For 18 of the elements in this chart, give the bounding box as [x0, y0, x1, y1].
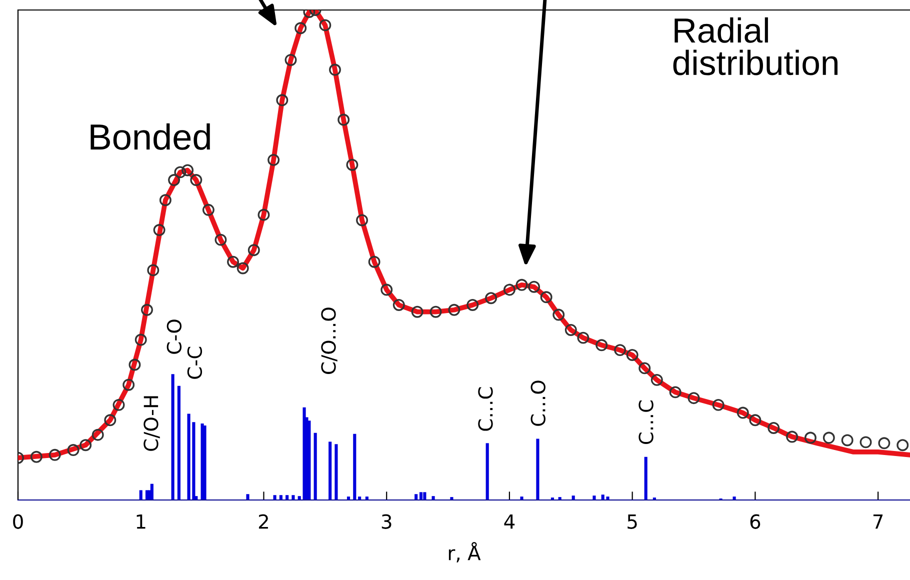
annotation: C/O-H: [144, 396, 160, 451]
x-tick-label: 1: [136, 514, 146, 529]
annotation: C...C: [478, 387, 493, 431]
x-tick-label: 5: [628, 514, 637, 529]
x-tick-label: 0: [13, 514, 23, 529]
x-tick-label: 4: [504, 514, 515, 529]
annotation: C-C: [187, 346, 202, 379]
annotation: C...C: [638, 400, 654, 444]
x-tick-label: 3: [382, 514, 392, 529]
annotation: Bonded: [90, 123, 210, 150]
x-tick-label: 6: [750, 514, 760, 529]
x-tick-label: 7: [873, 514, 883, 529]
annotation: C-O: [166, 320, 182, 354]
x-axis-title: r, Å: [448, 542, 481, 562]
x-tick-label: 2: [258, 514, 268, 529]
annotation: C...O: [530, 380, 546, 426]
annotation: Radial distribution: [673, 17, 838, 76]
annotation: C/O...O: [321, 308, 338, 374]
